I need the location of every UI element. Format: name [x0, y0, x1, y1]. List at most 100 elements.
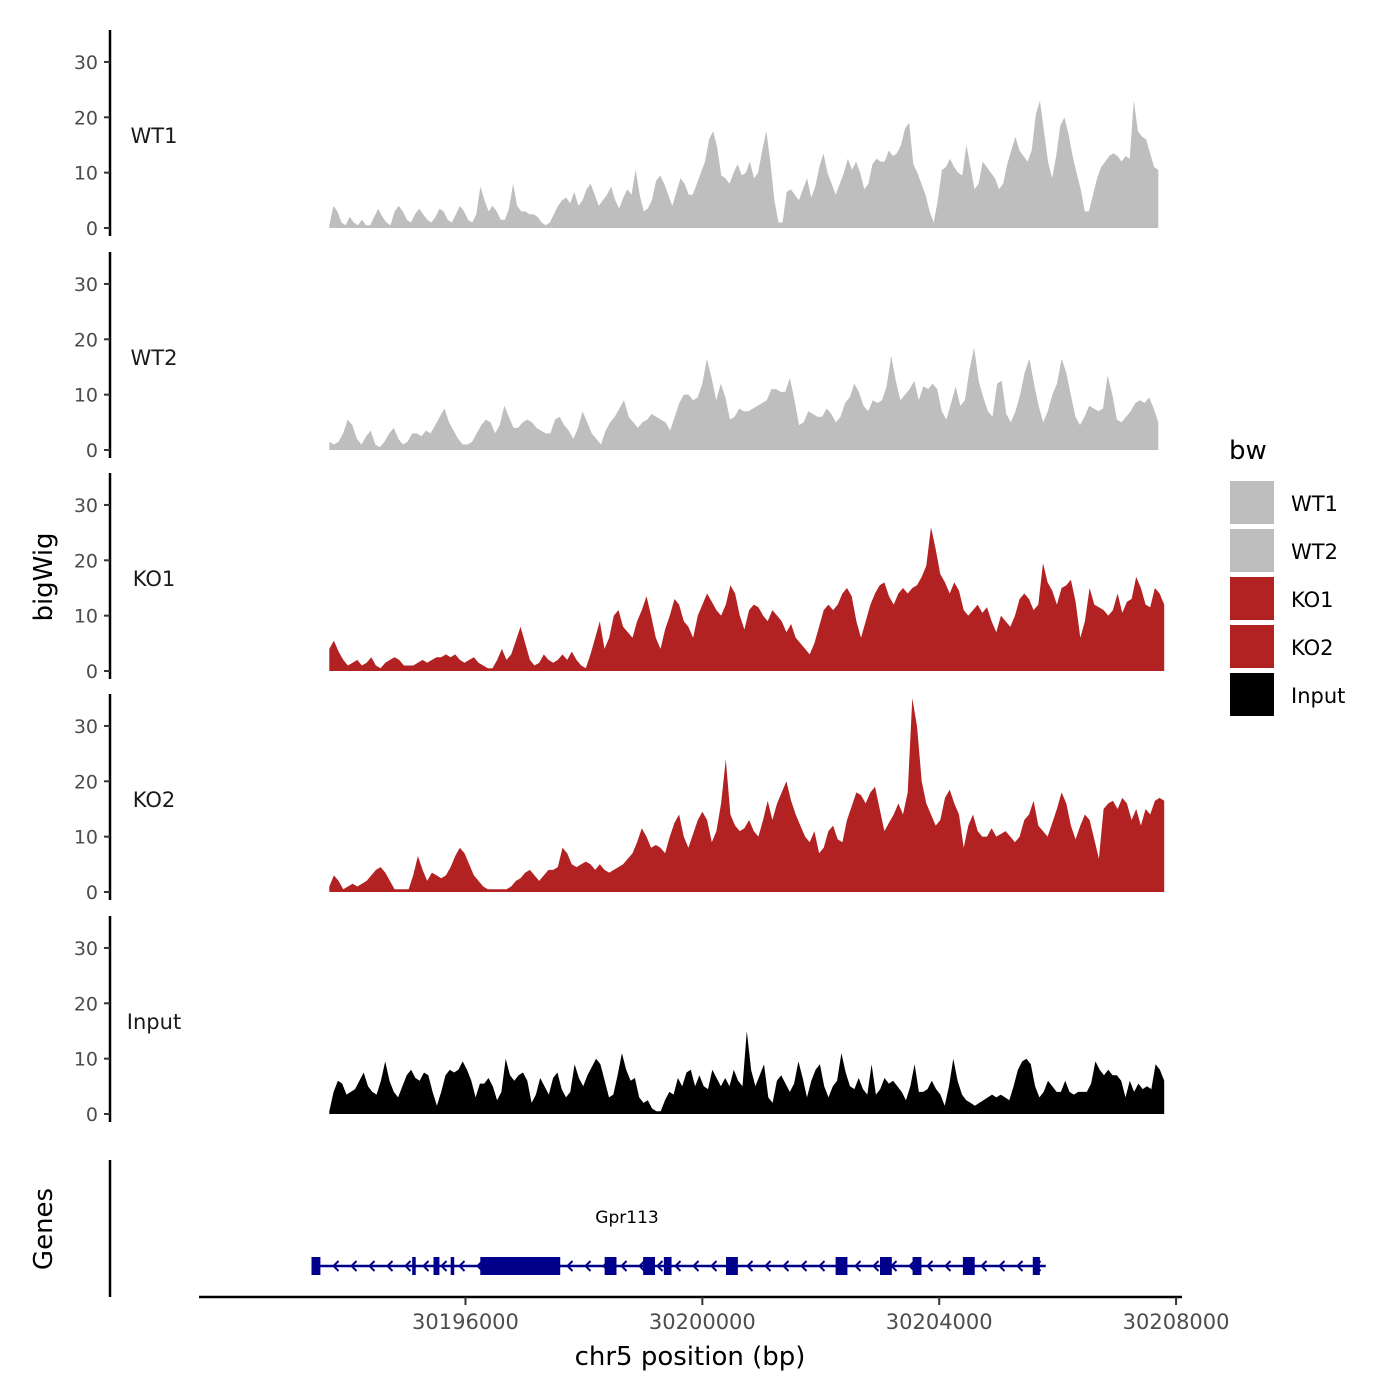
legend-label-ko2: KO2 — [1291, 636, 1334, 660]
strand-arrow — [692, 1260, 700, 1272]
strand-arrow — [332, 1260, 340, 1272]
x-tick-label: 30208000 — [1123, 1310, 1230, 1334]
y-tick-label: 0 — [86, 882, 98, 904]
y-tick-label: 30 — [74, 716, 98, 738]
gene-exon — [643, 1257, 655, 1275]
strand-arrow — [422, 1260, 430, 1272]
gene-exon — [663, 1257, 672, 1275]
y-tick-label: 30 — [74, 52, 98, 74]
coverage-area-input — [329, 1031, 1165, 1114]
strand-arrow — [710, 1260, 718, 1272]
gene-exon — [450, 1257, 455, 1275]
strand-arrow — [440, 1260, 448, 1272]
y-tick-label: 10 — [74, 827, 98, 849]
track-ko1: 0 10 20 30 KO1 — [74, 473, 1165, 683]
y-tick-label: 0 — [86, 1104, 98, 1126]
gene-name-label: Gpr113 — [595, 1208, 658, 1228]
x-tick-label: 30200000 — [649, 1310, 756, 1334]
x-axis-title: chr5 position (bp) — [575, 1342, 806, 1372]
y-tick-label: 0 — [86, 440, 98, 462]
legend-title: bw — [1229, 436, 1267, 466]
strand-arrow — [818, 1260, 826, 1272]
legend-swatch-wt1 — [1230, 481, 1274, 524]
strand-arrow — [746, 1260, 754, 1272]
strand-arrow — [854, 1260, 862, 1272]
y-tick-label: 20 — [74, 329, 98, 351]
strand-arrow — [386, 1260, 394, 1272]
gene-exon — [879, 1257, 892, 1275]
legend-swatch-ko1 — [1230, 577, 1274, 620]
y-tick-label: 20 — [74, 550, 98, 572]
y-tick-label: 30 — [74, 495, 98, 517]
track-label: KO2 — [133, 788, 176, 812]
legend-swatch-wt2 — [1230, 529, 1274, 572]
strand-arrow — [404, 1260, 412, 1272]
y-tick-label: 10 — [74, 385, 98, 407]
y-tick-label: 10 — [74, 1049, 98, 1071]
y-axis-title: bigWig — [29, 532, 59, 621]
gene-exon — [962, 1257, 975, 1275]
gene-exon — [835, 1257, 848, 1275]
strand-arrow — [584, 1260, 592, 1272]
y-tick-label: 20 — [74, 993, 98, 1015]
y-tick-label: 0 — [86, 218, 98, 240]
strand-arrow — [926, 1260, 934, 1272]
coverage-area-wt2 — [329, 347, 1159, 450]
track-label: WT1 — [131, 124, 178, 148]
gene-exon — [412, 1257, 416, 1275]
legend-label-wt1: WT1 — [1291, 492, 1338, 516]
coverage-area-wt1 — [329, 100, 1159, 228]
genes-axis-label: Genes — [29, 1188, 59, 1270]
strand-arrow — [800, 1260, 808, 1272]
legend-label-wt2: WT2 — [1291, 540, 1338, 564]
y-tick-label: 30 — [74, 274, 98, 296]
strand-arrow — [368, 1260, 376, 1272]
coverage-tracks: 0 10 20 30 WT1 0 10 20 30 WT2 0 10 20 30 KO1 0 10 20 30 KO2… — [74, 30, 1165, 1126]
gene-exon — [912, 1257, 922, 1275]
genes-panel: Genes Gpr113 — [29, 1160, 1046, 1297]
gene-exon — [480, 1257, 561, 1275]
track-input: 0 10 20 30 Input — [74, 916, 1165, 1126]
y-tick-label: 30 — [74, 938, 98, 960]
strand-arrow — [980, 1260, 988, 1272]
y-tick-label: 20 — [74, 771, 98, 793]
y-tick-label: 10 — [74, 606, 98, 628]
strand-arrow — [782, 1260, 790, 1272]
coverage-area-ko1 — [329, 527, 1165, 671]
strand-arrow — [944, 1260, 952, 1272]
strand-arrow — [566, 1260, 574, 1272]
legend-swatch-ko2 — [1230, 625, 1274, 668]
gene-exon — [311, 1257, 321, 1275]
strand-arrow — [1016, 1260, 1024, 1272]
gene-exon — [726, 1257, 738, 1275]
strand-arrow — [674, 1260, 682, 1272]
strand-arrow — [638, 1260, 646, 1272]
strand-arrow — [764, 1260, 772, 1272]
y-tick-label: 20 — [74, 107, 98, 129]
y-tick-label: 10 — [74, 163, 98, 185]
x-axis: chr5 position (bp) 30196000 30200000 30204… — [199, 1295, 1230, 1372]
strand-arrow — [620, 1260, 628, 1272]
gene-exon — [1032, 1257, 1040, 1275]
gene-gpr113: Gpr113 — [311, 1208, 1046, 1275]
legend: bw WT1 WT2 KO1 KO2 Input — [1229, 436, 1345, 716]
strand-arrow — [458, 1260, 466, 1272]
gene-exon — [433, 1257, 440, 1275]
x-tick-label: 30196000 — [412, 1310, 519, 1334]
gene-models: Gpr113 — [311, 1208, 1046, 1275]
track-label: WT2 — [131, 346, 178, 370]
x-tick-label: 30204000 — [886, 1310, 993, 1334]
strand-arrow — [656, 1260, 664, 1272]
legend-swatch-input — [1230, 673, 1274, 716]
gene-exon — [604, 1257, 617, 1275]
legend-label-input: Input — [1291, 684, 1345, 708]
strand-arrow — [872, 1260, 880, 1272]
track-wt2: 0 10 20 30 WT2 — [74, 252, 1159, 462]
track-wt1: 0 10 20 30 WT1 — [74, 30, 1159, 240]
track-label: Input — [127, 1010, 181, 1034]
strand-arrow — [350, 1260, 358, 1272]
y-tick-label: 0 — [86, 661, 98, 683]
coverage-area-ko2 — [329, 698, 1165, 892]
strand-arrow — [998, 1260, 1006, 1272]
